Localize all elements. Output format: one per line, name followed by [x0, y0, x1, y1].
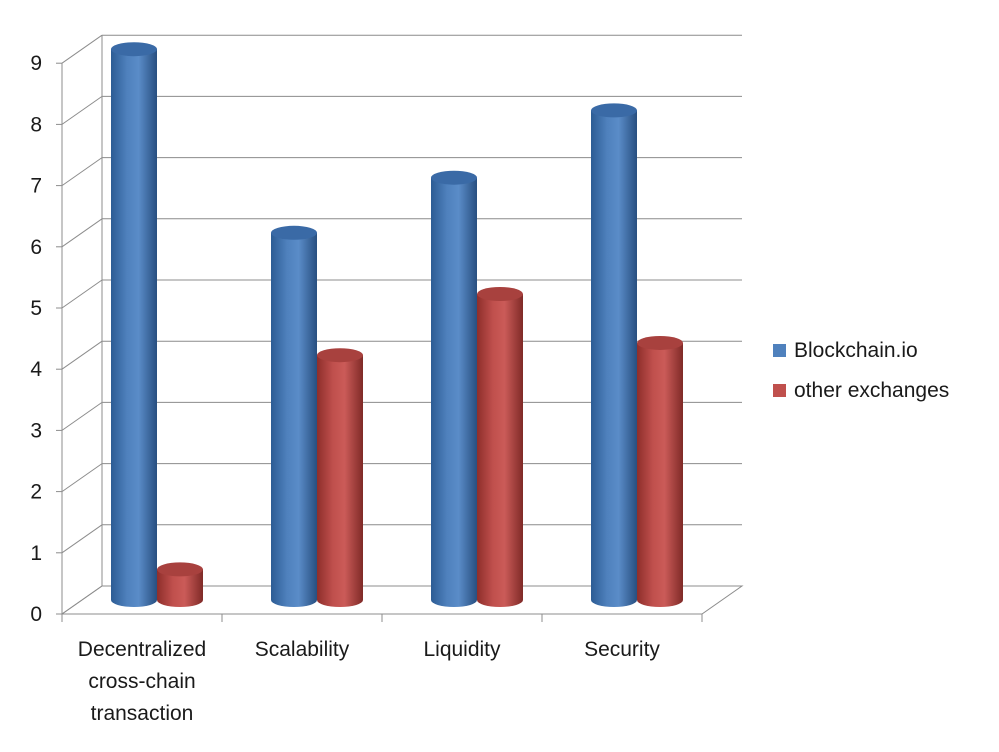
y-tick-label: 7: [30, 175, 42, 198]
gridline-side: [61, 95, 103, 125]
y-tick-label: 3: [30, 419, 42, 442]
bar-body: [317, 355, 363, 607]
bar-body: [591, 110, 637, 608]
gridline-side: [61, 279, 103, 309]
bar-body: [637, 342, 683, 607]
y-tick-label: 8: [30, 113, 42, 136]
y-tick-label: 0: [30, 603, 42, 626]
bar-other-exchanges: [637, 335, 683, 607]
x-tick-label: Scalability: [255, 638, 350, 661]
legend-label: Blockchain.io: [794, 339, 918, 362]
bar-blockchain-io: [271, 225, 317, 608]
bar-top: [591, 103, 637, 118]
x-tick-label: Decentralized cross-chain transaction: [78, 638, 206, 725]
gridline-side: [61, 157, 103, 187]
gridline-side: [61, 218, 103, 248]
bar-top: [477, 287, 523, 301]
bar-top: [637, 335, 683, 350]
legend-swatch: [773, 344, 786, 357]
bar-other-exchanges: [157, 562, 203, 607]
bar-body: [477, 294, 523, 607]
bar-blockchain-io: [111, 42, 157, 607]
y-tick-label: 6: [30, 236, 42, 259]
bar-blockchain-io: [431, 170, 477, 607]
y-tick-label: 2: [30, 481, 42, 504]
bar-top: [317, 348, 363, 363]
gridline-side: [61, 401, 103, 431]
y-tick-label: 9: [30, 52, 42, 75]
gridline-side: [61, 463, 103, 493]
y-tick-label: 4: [30, 358, 42, 381]
gridline-side: [61, 340, 103, 370]
legend-label: other exchanges: [794, 379, 949, 402]
gridline-side: [61, 34, 103, 64]
gridline-side: [61, 585, 103, 615]
bar-body: [111, 49, 157, 607]
bar-body: [431, 177, 477, 607]
x-tick-label: Security: [584, 638, 660, 661]
gridline-side: [61, 524, 103, 554]
bar-other-exchanges: [477, 287, 523, 607]
bar-top: [431, 170, 477, 185]
bar-blockchain-io: [591, 103, 637, 608]
x-tick-label: Liquidity: [423, 638, 501, 661]
legend-swatch: [773, 384, 786, 397]
bar-top: [157, 562, 203, 577]
y-tick-label: 1: [30, 542, 42, 565]
bar-top: [271, 225, 317, 240]
bar-body: [157, 569, 203, 607]
bar-body: [271, 232, 317, 608]
bar-other-exchanges: [317, 348, 363, 607]
bar-top: [111, 42, 157, 57]
y-tick-label: 5: [30, 297, 42, 320]
